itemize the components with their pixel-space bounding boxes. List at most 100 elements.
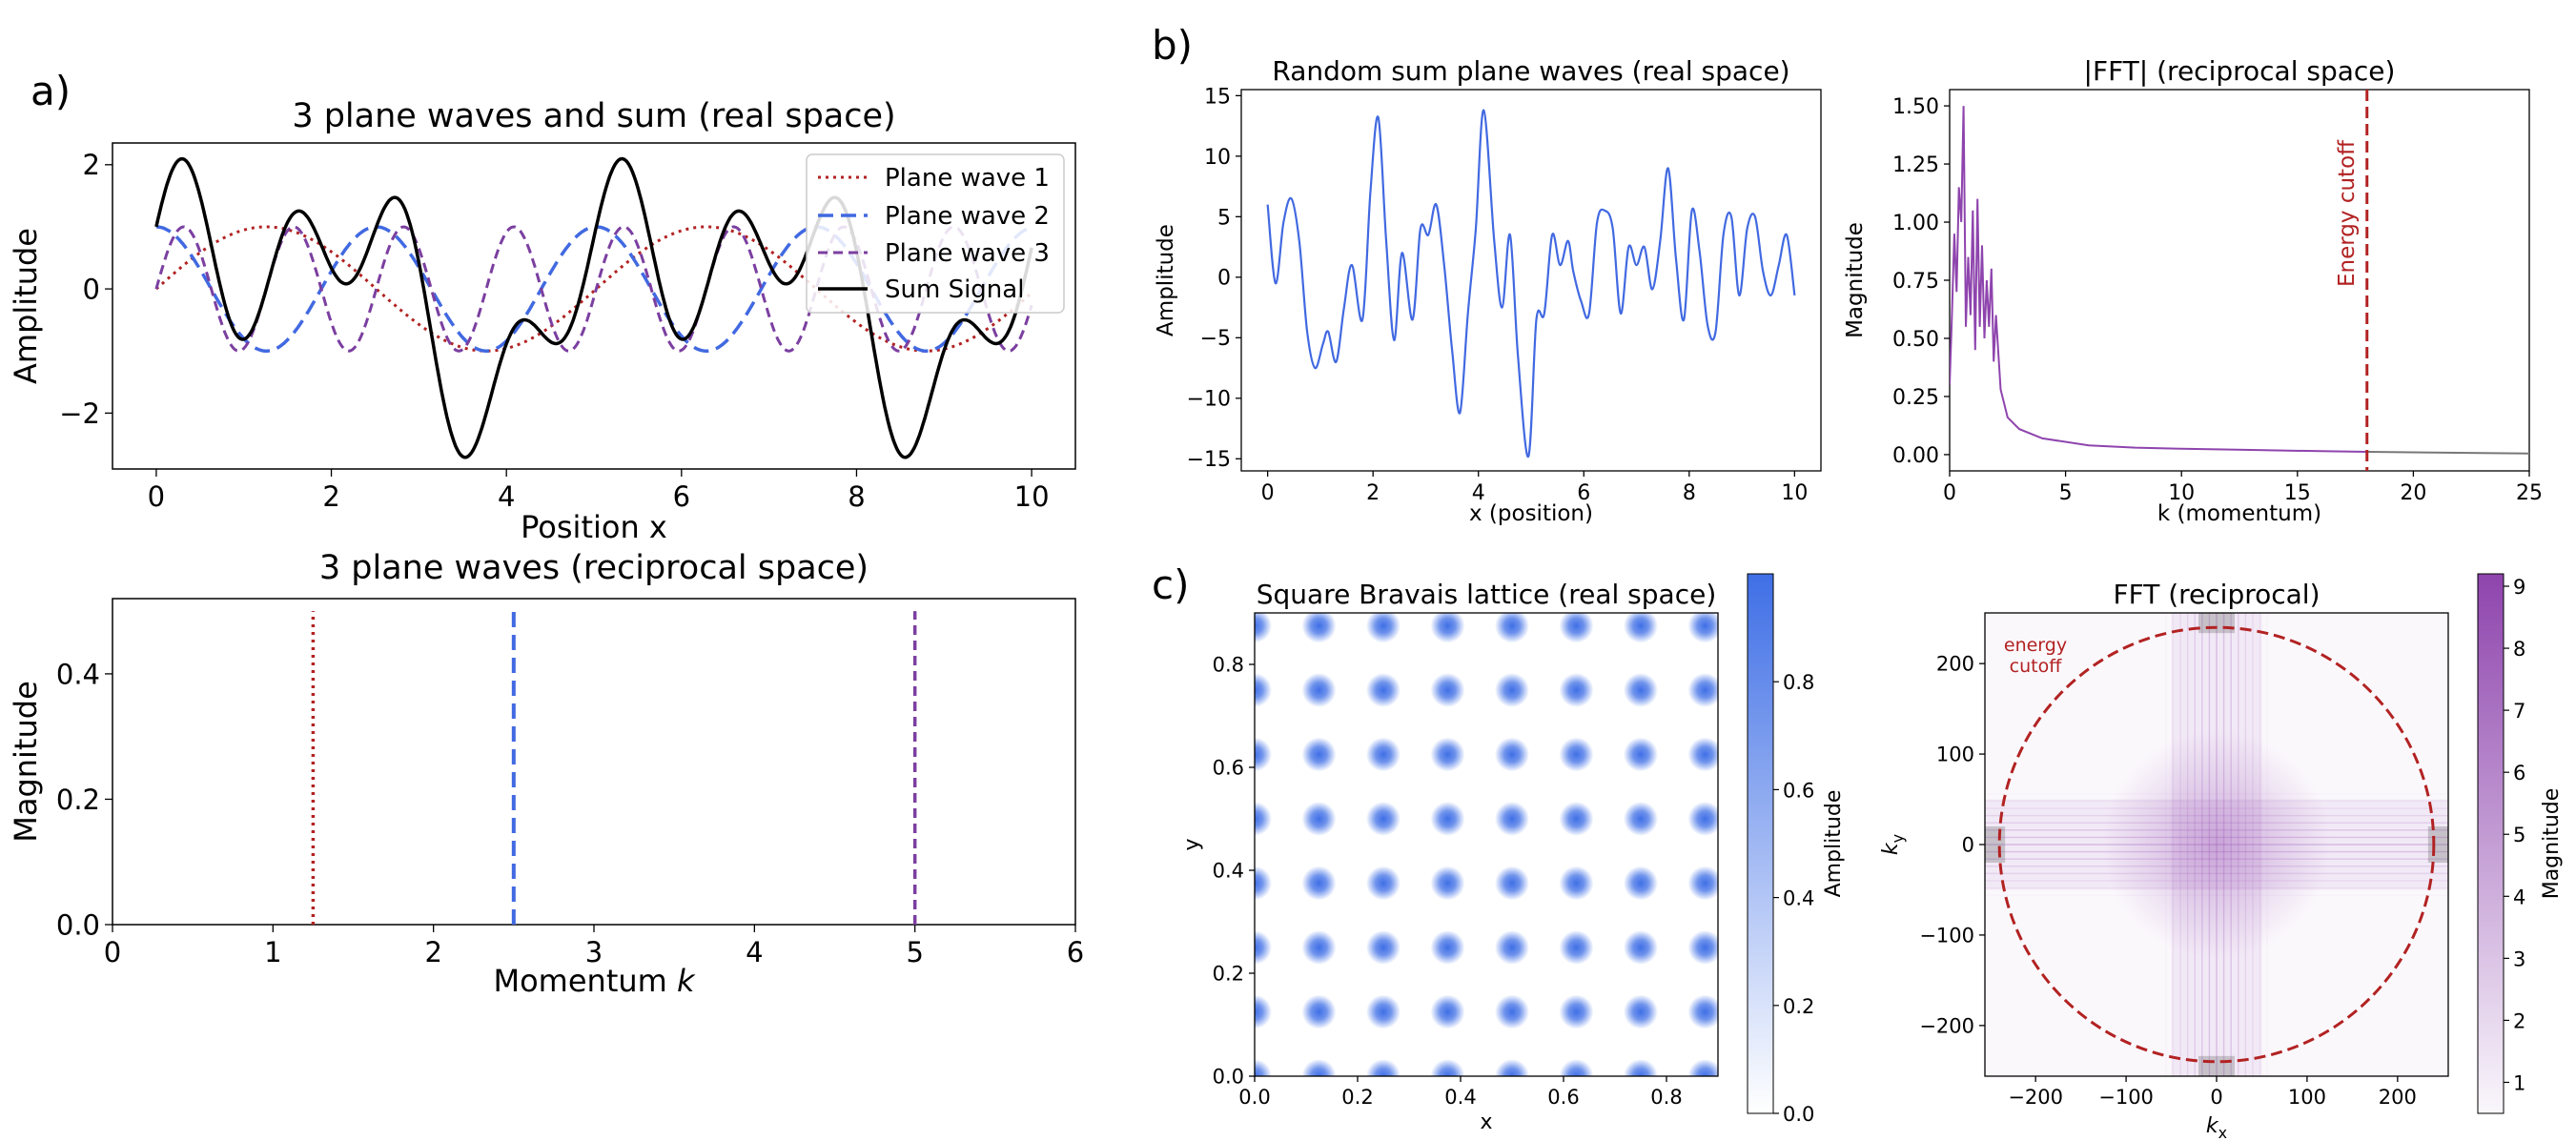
lattice-point bbox=[1430, 994, 1465, 1029]
series-fft-magnitude bbox=[1950, 106, 2367, 453]
lattice-point bbox=[1255, 1059, 1272, 1076]
y-tick-label: 0 bbox=[83, 274, 100, 306]
lattice-point bbox=[1495, 802, 1529, 836]
y-tick-label: 0.6 bbox=[1213, 757, 1244, 780]
x-tick-label: 25 bbox=[2516, 481, 2543, 505]
x-tick-label: 2 bbox=[424, 936, 441, 968]
y-tick-label: 200 bbox=[1936, 653, 1974, 676]
lattice-point bbox=[1301, 737, 1337, 772]
lattice-point bbox=[1624, 673, 1658, 707]
lattice-point bbox=[1301, 866, 1337, 901]
fft-beyond-cutoff bbox=[2198, 613, 2235, 634]
x-tick-label: 0.0 bbox=[1238, 1086, 1270, 1109]
lattice-point bbox=[1430, 737, 1465, 772]
x-tick-label: 100 bbox=[2288, 1086, 2326, 1109]
cutoff-annotation-line1: energy bbox=[2004, 635, 2067, 656]
lattice-point bbox=[1255, 994, 1272, 1029]
x-tick-label: 4 bbox=[498, 480, 515, 513]
chart-a-bottom: 3 plane waves (reciprocal space) 0 1 2 3 4 5 6… bbox=[8, 549, 1084, 999]
y-axis-label: Amplitude bbox=[8, 228, 44, 384]
legend-label-wave2: Plane wave 2 bbox=[885, 202, 1050, 231]
x-tick-label: 10 bbox=[1781, 481, 1808, 505]
legend-label-wave3: Plane wave 3 bbox=[885, 239, 1050, 268]
x-axis-label: kx bbox=[2206, 1114, 2227, 1141]
x-tick-label: 0.4 bbox=[1444, 1086, 1476, 1109]
chart-c-right: FFT (reciprocal) −200 −100 0 100 200 −200 −100… bbox=[1879, 573, 2564, 1141]
fft-beyond-cutoff bbox=[2427, 826, 2448, 863]
lattice-point bbox=[1495, 673, 1529, 707]
y-tick-label: 0.25 bbox=[1892, 386, 1939, 410]
colorbar-tick-label: 0.2 bbox=[1783, 995, 1814, 1018]
lattice-point bbox=[1559, 866, 1594, 901]
legend-label-wave1: Plane wave 1 bbox=[885, 164, 1050, 193]
x-axis-label: k (momentum) bbox=[2157, 501, 2321, 526]
lattice-point bbox=[1366, 1059, 1400, 1076]
x-tick-label: 5 bbox=[2059, 481, 2073, 505]
y-tick-label: 0.4 bbox=[56, 658, 100, 690]
x-axis-label: Position x bbox=[521, 509, 667, 545]
x-tick-label: 5 bbox=[906, 936, 923, 968]
x-tick-label: 15 bbox=[2284, 481, 2311, 505]
x-tick-label: 20 bbox=[2400, 481, 2426, 505]
colorbar-tick-label: 0.0 bbox=[1783, 1103, 1814, 1126]
x-axis-label: Momentum k bbox=[493, 963, 696, 999]
legend-box bbox=[806, 153, 1065, 314]
lattice-point bbox=[1255, 673, 1272, 707]
lattice-point bbox=[1301, 802, 1337, 836]
chart-a-top: 3 plane waves and sum (real space) 0 2 4 6 8… bbox=[8, 97, 1076, 545]
lattice-point bbox=[1495, 737, 1529, 772]
colorbar-tick-label: 0.6 bbox=[1783, 779, 1814, 802]
x-tick-label: 0 bbox=[1261, 481, 1275, 505]
colorbar-tick-label: 9 bbox=[2513, 576, 2525, 599]
x-tick-label: −100 bbox=[2098, 1086, 2154, 1109]
panel-label-c: c) bbox=[1152, 561, 1189, 608]
chart-b-right: |FFT| (reciprocal space) 0 5 10 15 20 25 0.00 0… bbox=[1843, 55, 2543, 526]
lattice-point bbox=[1430, 1059, 1465, 1076]
series-random-sum bbox=[1266, 109, 1796, 458]
chart-title: Random sum plane waves (real space) bbox=[1272, 55, 1789, 87]
y-tick-label: 0.00 bbox=[1892, 444, 1939, 468]
lattice-point bbox=[1366, 994, 1400, 1029]
x-tick-label: 3 bbox=[585, 936, 603, 968]
y-tick-label: 10 bbox=[1204, 146, 1231, 170]
series-fft-beyond-cutoff bbox=[2366, 451, 2529, 455]
x-tick-label: 1 bbox=[264, 936, 281, 968]
x-tick-label: −200 bbox=[2008, 1086, 2063, 1109]
chart-title: |FFT| (reciprocal space) bbox=[2084, 55, 2396, 87]
lattice-point bbox=[1430, 613, 1465, 643]
y-tick-label: 0.75 bbox=[1892, 270, 1939, 294]
y-tick-label: 0.8 bbox=[1213, 654, 1244, 677]
y-tick-label: 0 bbox=[1962, 834, 1974, 857]
lattice-point bbox=[1687, 866, 1718, 901]
y-tick-label: −2 bbox=[59, 397, 100, 430]
y-tick-label: 0.2 bbox=[56, 784, 100, 816]
x-tick-label: 8 bbox=[848, 480, 865, 513]
chart-c-left: Square Bravais lattice (real space) 0.0 0… bbox=[1180, 573, 1846, 1134]
y-tick-label: 15 bbox=[1204, 85, 1231, 109]
lattice-point bbox=[1687, 802, 1718, 836]
lattice-point bbox=[1495, 930, 1529, 965]
y-tick-label: −100 bbox=[1919, 924, 1974, 947]
chart-b-left: Random sum plane waves (real space) 0 2 4 6… bbox=[1154, 55, 1822, 526]
x-tick-label: 2 bbox=[1366, 481, 1380, 505]
lattice-point bbox=[1624, 802, 1658, 836]
y-axis-label: y bbox=[1180, 838, 1204, 850]
x-tick-label: 0 bbox=[104, 936, 121, 968]
lattice-point bbox=[1624, 737, 1658, 772]
chart-title: 3 plane waves and sum (real space) bbox=[292, 97, 895, 135]
x-tick-label: 2 bbox=[322, 480, 339, 513]
x-tick-label: 0 bbox=[2210, 1086, 2222, 1109]
colorbar-tick-label: 4 bbox=[2513, 886, 2525, 908]
fft-center-peak bbox=[2102, 730, 2331, 959]
x-tick-label: 6 bbox=[673, 480, 690, 513]
y-tick-label: 0.0 bbox=[56, 908, 100, 941]
lattice-point bbox=[1495, 994, 1529, 1029]
lattice-point bbox=[1366, 673, 1400, 707]
lattice-point bbox=[1687, 994, 1718, 1029]
lattice-point bbox=[1687, 613, 1718, 643]
lattice-point bbox=[1559, 613, 1594, 643]
lattice-point bbox=[1559, 994, 1594, 1029]
y-tick-label: 1.50 bbox=[1892, 95, 1939, 119]
lattice-point bbox=[1559, 1059, 1594, 1076]
